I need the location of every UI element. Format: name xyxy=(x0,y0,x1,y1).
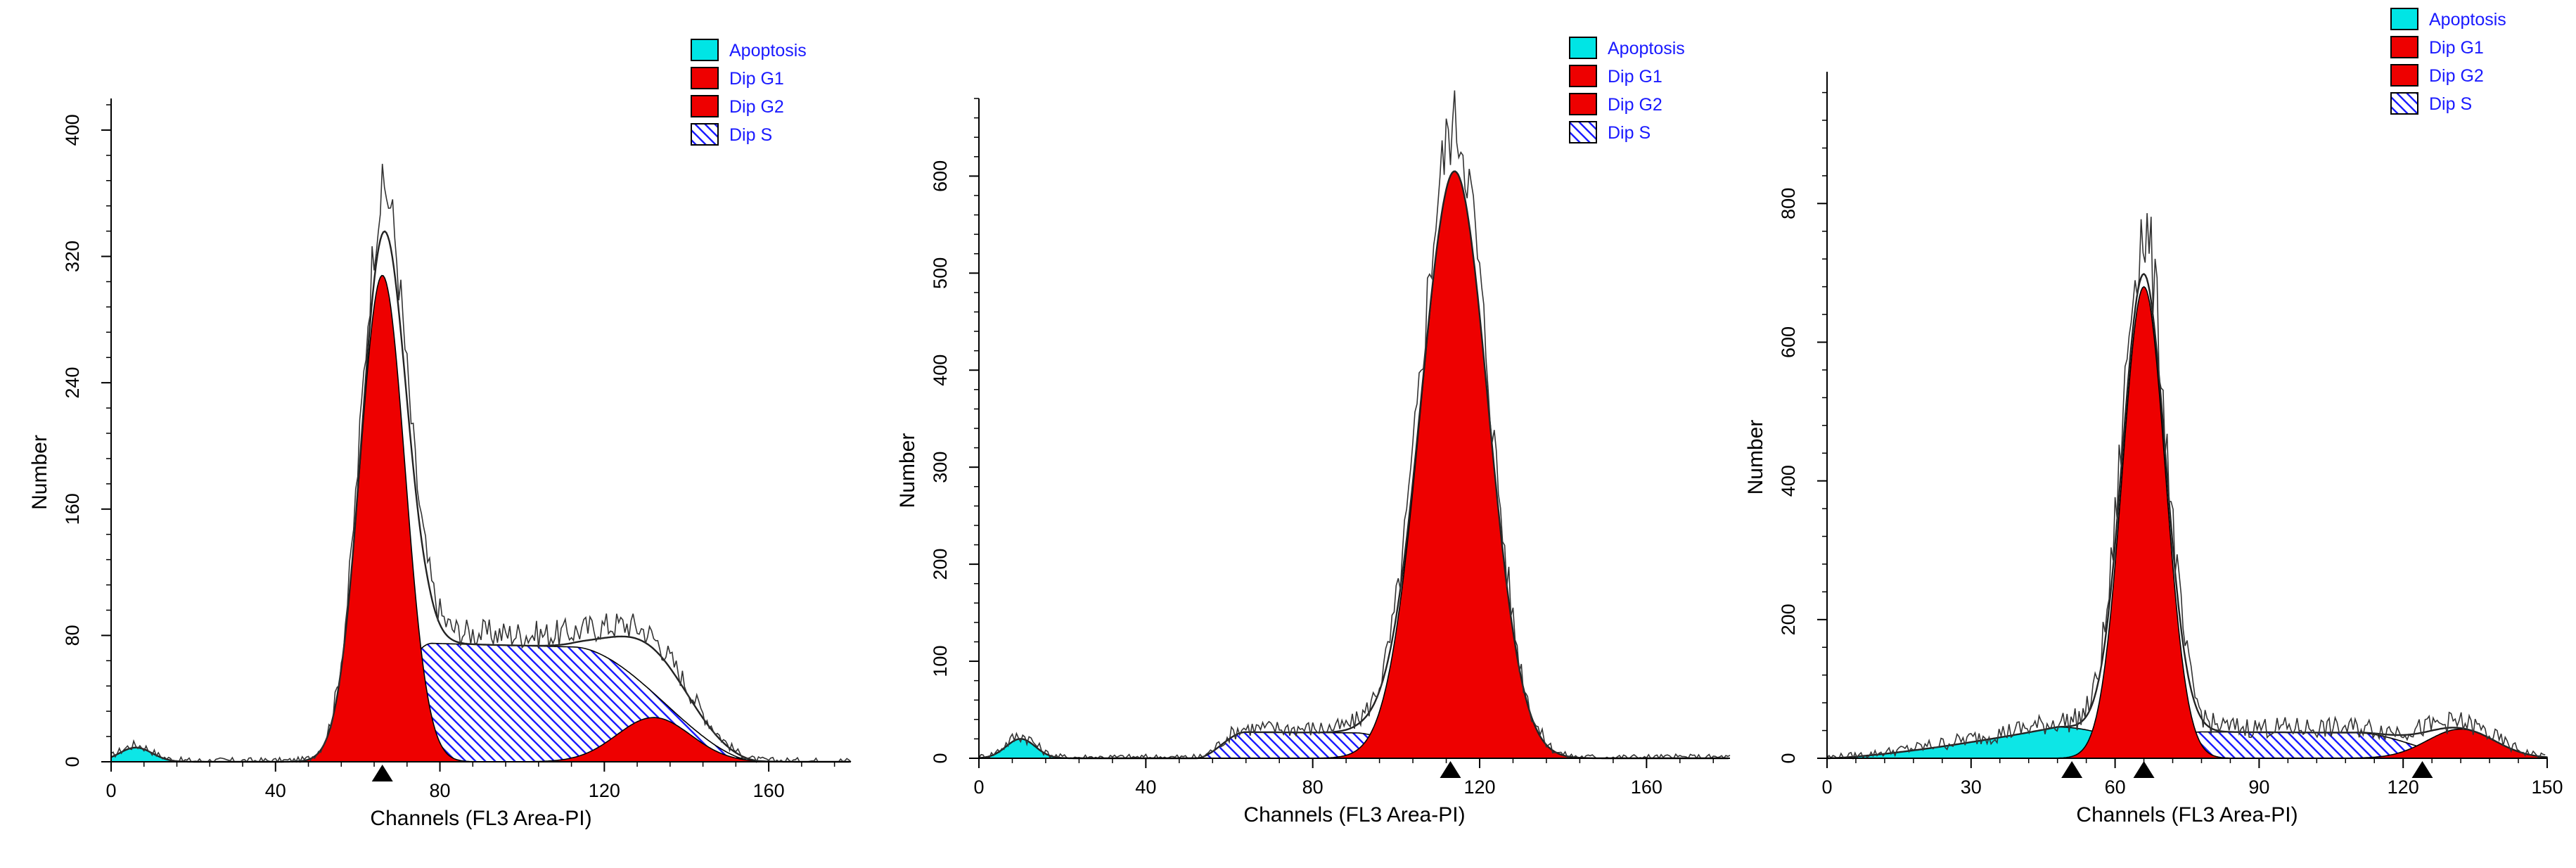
peak-marker xyxy=(371,765,393,781)
x-tick-label: 40 xyxy=(265,780,286,801)
legend-label: Dip G1 xyxy=(1608,67,1662,87)
legend-label: Apoptosis xyxy=(2429,10,2506,30)
x-tick-label: 60 xyxy=(2105,777,2126,798)
y-tick-label: 400 xyxy=(62,114,83,146)
legend-swatch-dip-g2 xyxy=(2390,64,2418,87)
x-tick-label: 30 xyxy=(1961,777,1982,798)
y-tick-label: 0 xyxy=(1778,753,1799,763)
legend-swatch-dip-g1 xyxy=(2390,36,2418,58)
x-tick-label: 0 xyxy=(1821,777,1832,798)
legend-swatch-dip-g1 xyxy=(1569,65,1597,87)
x-tick-label: 160 xyxy=(1631,777,1662,798)
model-fit-curve xyxy=(978,170,1729,760)
x-tick-label: 40 xyxy=(1135,777,1156,798)
histogram-panel-2: 0 40 80 120 160 0 100 200 300 400 500 600 Channels (… xyxy=(896,37,1731,826)
peak-marker xyxy=(2061,761,2083,778)
y-tick-label: 400 xyxy=(1778,465,1799,497)
legend-swatch-dip-g2 xyxy=(691,95,719,117)
legend-swatch-apoptosis xyxy=(1569,37,1597,59)
y-tick-label: 240 xyxy=(62,367,83,399)
legend-swatch-dip-s xyxy=(2390,92,2418,115)
x-tick-label: 120 xyxy=(2388,777,2419,798)
legend-label: Dip G1 xyxy=(2429,38,2484,58)
legend-swatch-dip-g1 xyxy=(691,67,719,89)
x-tick-label: 80 xyxy=(1302,777,1324,798)
y-axis-label: Number xyxy=(28,435,51,510)
x-tick-label: 160 xyxy=(753,780,785,801)
y-tick-label: 320 xyxy=(62,241,83,272)
legend-label: Dip G2 xyxy=(2429,66,2484,86)
y-tick-label: 600 xyxy=(930,160,951,192)
legend-swatch-dip-s xyxy=(691,123,719,146)
y-tick-label: 600 xyxy=(1778,326,1799,358)
x-tick-label: 0 xyxy=(105,780,116,801)
series-area-dip-g1 xyxy=(1827,286,2547,759)
x-tick-label: 120 xyxy=(589,780,620,801)
legend-label: Apoptosis xyxy=(729,41,807,60)
x-axis-label: Channels (FL3 Area-PI) xyxy=(2076,803,2298,826)
legend: Apoptosis Dip G1 Dip G2 Dip S xyxy=(691,39,807,146)
model-fit-curve xyxy=(1827,273,2548,760)
y-tick-label: 800 xyxy=(1778,188,1799,219)
y-tick-label: 400 xyxy=(930,355,951,386)
y-tick-label: 80 xyxy=(62,625,83,646)
legend-label: Dip G2 xyxy=(1608,95,1662,115)
legend-label: Dip G2 xyxy=(729,97,784,117)
y-tick-label: 0 xyxy=(930,753,951,763)
y-tick-label: 300 xyxy=(930,452,951,483)
y-tick-label: 500 xyxy=(930,257,951,289)
y-tick-label: 200 xyxy=(930,549,951,580)
legend-label: Apoptosis xyxy=(1608,39,1685,58)
x-tick-label: 80 xyxy=(430,780,451,801)
series-area-dip-s xyxy=(111,642,851,762)
histogram-panel-1: 0 40 80 120 160 0 80 160 240 320 400 Channels (FL3 … xyxy=(28,39,852,830)
legend-label: Dip G1 xyxy=(729,69,784,89)
legend-label: Dip S xyxy=(2429,94,2472,114)
series-area-dip-g1 xyxy=(979,170,1730,759)
legend-label: Dip S xyxy=(1608,123,1651,143)
peak-marker xyxy=(2411,761,2433,778)
legend-swatch-apoptosis xyxy=(2390,8,2418,30)
legend-swatch-apoptosis xyxy=(691,39,719,61)
y-tick-label: 160 xyxy=(62,493,83,525)
x-tick-label: 0 xyxy=(973,777,984,798)
x-axis-label: Channels (FL3 Area-PI) xyxy=(370,807,591,830)
x-tick-label: 120 xyxy=(1463,777,1495,798)
legend-swatch-dip-g2 xyxy=(1569,93,1597,115)
raw-histogram-trace xyxy=(1826,212,2546,760)
peak-marker xyxy=(1440,761,1461,778)
y-tick-label: 0 xyxy=(62,756,83,767)
legend: Apoptosis Dip G1 Dip G2 Dip S xyxy=(2390,8,2506,115)
y-axis-label: Number xyxy=(1744,420,1767,495)
legend: Apoptosis Dip G1 Dip G2 Dip S xyxy=(1569,37,1685,143)
y-axis-label: Number xyxy=(896,433,919,509)
legend-swatch-dip-s xyxy=(1569,121,1597,143)
raw-histogram-trace xyxy=(978,90,1731,760)
legend-label: Dip S xyxy=(729,125,772,145)
x-tick-label: 150 xyxy=(2531,777,2563,798)
peak-marker xyxy=(2133,761,2155,778)
x-tick-label: 90 xyxy=(2248,777,2269,798)
y-tick-label: 100 xyxy=(930,646,951,677)
x-axis-label: Channels (FL3 Area-PI) xyxy=(1243,803,1465,826)
y-tick-label: 200 xyxy=(1778,604,1799,635)
histogram-panel-3: 0 30 60 90 120 150 0 200 400 600 800 Channels (FL3 … xyxy=(1744,8,2563,826)
